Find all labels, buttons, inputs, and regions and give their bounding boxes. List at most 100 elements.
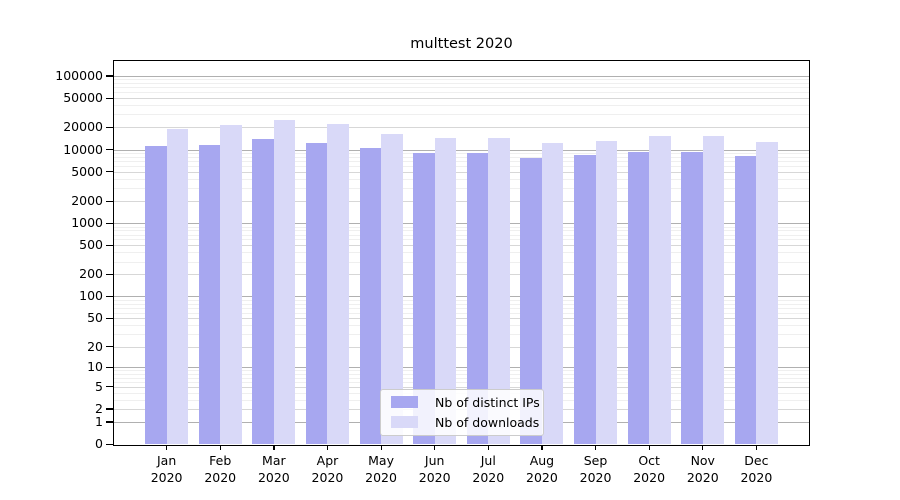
x-tick-label-apr: Apr 2020 xyxy=(311,453,344,485)
y-tick-label-5000: 5000 xyxy=(71,163,103,179)
gridline-50 xyxy=(114,318,809,320)
y-tick-1000 xyxy=(106,222,113,224)
gridline-6 xyxy=(114,381,809,383)
y-tick-label-100: 100 xyxy=(79,288,103,304)
bar-ips-apr xyxy=(306,142,328,444)
y-tick-20 xyxy=(106,346,113,348)
bar-ips-jun xyxy=(413,152,435,444)
y-tick-label-10000: 10000 xyxy=(63,141,103,157)
bar-ips-dec xyxy=(734,155,757,444)
y-tick-label-2000: 2000 xyxy=(71,193,103,209)
x-tick-label-jul: Jul 2020 xyxy=(472,453,505,485)
gridline-40 xyxy=(114,325,809,327)
bar-ips-nov xyxy=(681,151,703,444)
legend-item-distinct-ips: Nb of distinct IPs xyxy=(391,395,543,410)
bar-downloads-sep xyxy=(595,140,617,444)
y-tick-200 xyxy=(106,273,113,276)
x-tick-label-dec: Dec 2020 xyxy=(740,453,773,485)
x-tick-may xyxy=(380,444,382,450)
x-tick-label-aug: Aug 2020 xyxy=(526,453,558,485)
y-tick-500 xyxy=(106,244,113,246)
gridline-8 xyxy=(114,373,809,375)
bar-downloads-oct xyxy=(649,136,671,444)
gridline-600 xyxy=(114,239,809,241)
bar-ips-mar xyxy=(252,138,274,444)
bar-downloads-nov xyxy=(702,136,725,444)
bar-downloads-mar xyxy=(273,120,296,444)
y-tick-5 xyxy=(106,386,113,388)
gridline-60000 xyxy=(114,92,809,94)
gridline-3000 xyxy=(114,188,809,190)
y-tick-label-1: 1 xyxy=(95,413,103,429)
y-tick-0 xyxy=(106,443,113,445)
bar-ips-sep xyxy=(574,155,596,444)
bar-ips-oct xyxy=(627,151,650,444)
plot-area: Nb of distinct IPs Nb of downloads xyxy=(113,59,810,446)
bar-ips-jul xyxy=(466,153,489,444)
gridline-400 xyxy=(114,252,809,254)
gridline-50000 xyxy=(114,98,809,100)
gridline-4000 xyxy=(114,178,809,180)
bar-downloads-may xyxy=(381,133,403,444)
y-tick-label-0: 0 xyxy=(95,436,103,451)
chart-title: multtest 2020 xyxy=(410,36,513,52)
gridline-1000 xyxy=(114,223,809,225)
bar-ips-feb xyxy=(198,144,221,444)
y-tick-10000 xyxy=(106,149,113,151)
gridline-20000 xyxy=(114,127,809,129)
gridline-800 xyxy=(114,230,809,232)
y-tick-10 xyxy=(106,366,113,369)
y-tick-label-20000: 20000 xyxy=(63,119,103,135)
y-tick-2000 xyxy=(106,200,113,202)
bar-downloads-apr xyxy=(327,124,349,444)
y-tick-100 xyxy=(106,295,113,298)
gridline-10000 xyxy=(114,149,809,151)
legend: Nb of distinct IPs Nb of downloads xyxy=(380,388,544,436)
legend-label-downloads: Nb of downloads xyxy=(435,414,540,430)
gridline-10 xyxy=(114,367,809,369)
bar-ips-jan xyxy=(145,145,167,444)
gridline-900 xyxy=(114,226,809,228)
legend-swatch-distinct-ips xyxy=(391,396,418,408)
gridline-40000 xyxy=(114,105,809,107)
y-tick-label-50: 50 xyxy=(87,310,103,326)
gridline-20 xyxy=(114,346,809,348)
legend-label-distinct-ips: Nb of distinct IPs xyxy=(435,394,540,410)
x-tick-label-oct: Oct 2020 xyxy=(633,453,666,485)
x-tick-apr xyxy=(326,444,329,450)
y-tick-label-200: 200 xyxy=(79,266,103,282)
x-tick-label-mar: Mar 2020 xyxy=(257,453,290,485)
bar-downloads-feb xyxy=(220,124,242,444)
legend-item-downloads: Nb of downloads xyxy=(391,415,543,430)
y-tick-1 xyxy=(106,421,113,423)
gridline-70000 xyxy=(114,87,809,89)
y-tick-label-500: 500 xyxy=(79,237,103,253)
y-tick-20000 xyxy=(106,126,113,129)
y-tick-label-100000: 100000 xyxy=(55,67,103,83)
y-tick-label-5: 5 xyxy=(95,378,103,394)
gridline-700 xyxy=(114,234,809,236)
gridline-2000 xyxy=(114,201,809,203)
gridline-500 xyxy=(114,245,809,247)
y-tick-2 xyxy=(106,408,113,410)
bar-downloads-jun xyxy=(434,137,457,444)
legend-swatch-downloads xyxy=(391,416,418,428)
gridline-80000 xyxy=(114,83,809,85)
gridline-90 xyxy=(114,299,809,301)
x-tick-label-nov: Nov 2020 xyxy=(686,453,719,485)
gridline-100 xyxy=(114,296,809,298)
y-tick-100000 xyxy=(106,75,113,77)
x-tick-aug xyxy=(541,444,543,450)
gridline-5000 xyxy=(114,171,809,173)
bar-downloads-aug xyxy=(541,143,564,444)
gridline-300 xyxy=(114,261,809,263)
gridline-70 xyxy=(114,307,809,309)
x-tick-jul xyxy=(487,444,489,450)
x-tick-sep xyxy=(595,444,597,450)
x-tick-oct xyxy=(648,444,650,450)
y-tick-label-10: 10 xyxy=(87,359,103,375)
gridline-30 xyxy=(114,334,809,336)
y-tick-label-20: 20 xyxy=(87,338,103,354)
x-tick-feb xyxy=(219,444,221,450)
